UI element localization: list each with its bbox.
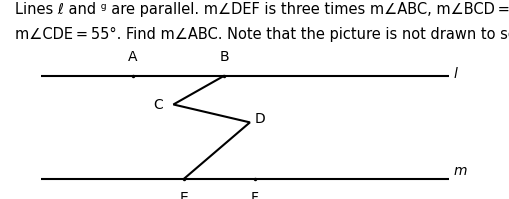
Text: A: A (128, 50, 137, 64)
Text: m: m (453, 164, 466, 178)
Text: Lines ℓ and ᵍ are parallel. m∠DEF is three times m∠ABC, m∠BCD = 25°,: Lines ℓ and ᵍ are parallel. m∠DEF is thr… (15, 2, 509, 17)
Text: C: C (153, 99, 163, 112)
Text: m∠CDE = 55°. Find m∠ABC. Note that the picture is not drawn to scale.: m∠CDE = 55°. Find m∠ABC. Note that the p… (15, 2, 509, 42)
Text: E: E (179, 191, 188, 199)
Text: D: D (254, 112, 265, 126)
Text: F: F (250, 191, 259, 199)
Text: B: B (219, 50, 229, 64)
Text: l: l (453, 67, 457, 81)
